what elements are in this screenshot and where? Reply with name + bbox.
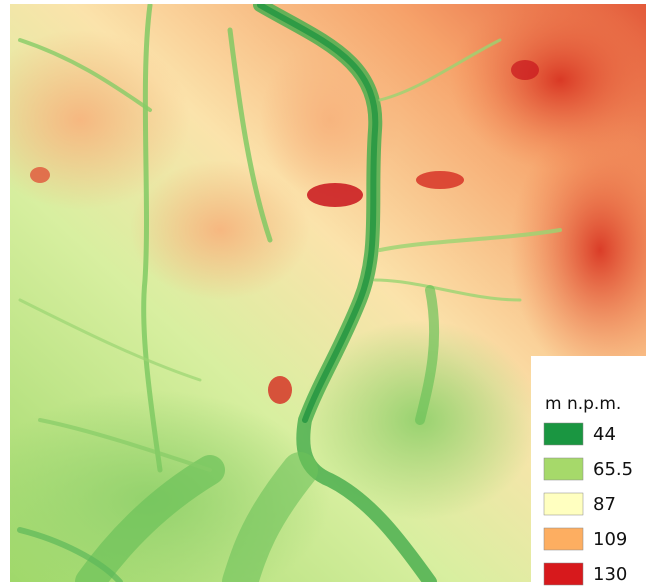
legend-swatch: [544, 528, 583, 550]
legend-swatch: [544, 493, 583, 515]
legend-swatch: [544, 563, 583, 585]
legend-label: 130: [593, 564, 627, 585]
legend-swatch: [544, 423, 583, 445]
legend-label: 65.5: [593, 459, 633, 480]
legend: m n.p.m. 44 65.5 87 109 130: [531, 356, 650, 586]
map: m n.p.m. 44 65.5 87 109 130: [0, 0, 650, 586]
legend-label: 44: [593, 424, 616, 445]
legend-label: 87: [593, 494, 616, 515]
legend-label: 109: [593, 529, 627, 550]
legend-title: m n.p.m.: [545, 394, 621, 414]
legend-swatch: [544, 458, 583, 480]
page: m n.p.m. 44 65.5 87 109 130: [0, 0, 650, 586]
